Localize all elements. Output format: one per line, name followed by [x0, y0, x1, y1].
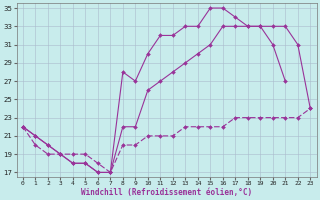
X-axis label: Windchill (Refroidissement éolien,°C): Windchill (Refroidissement éolien,°C) — [81, 188, 252, 197]
